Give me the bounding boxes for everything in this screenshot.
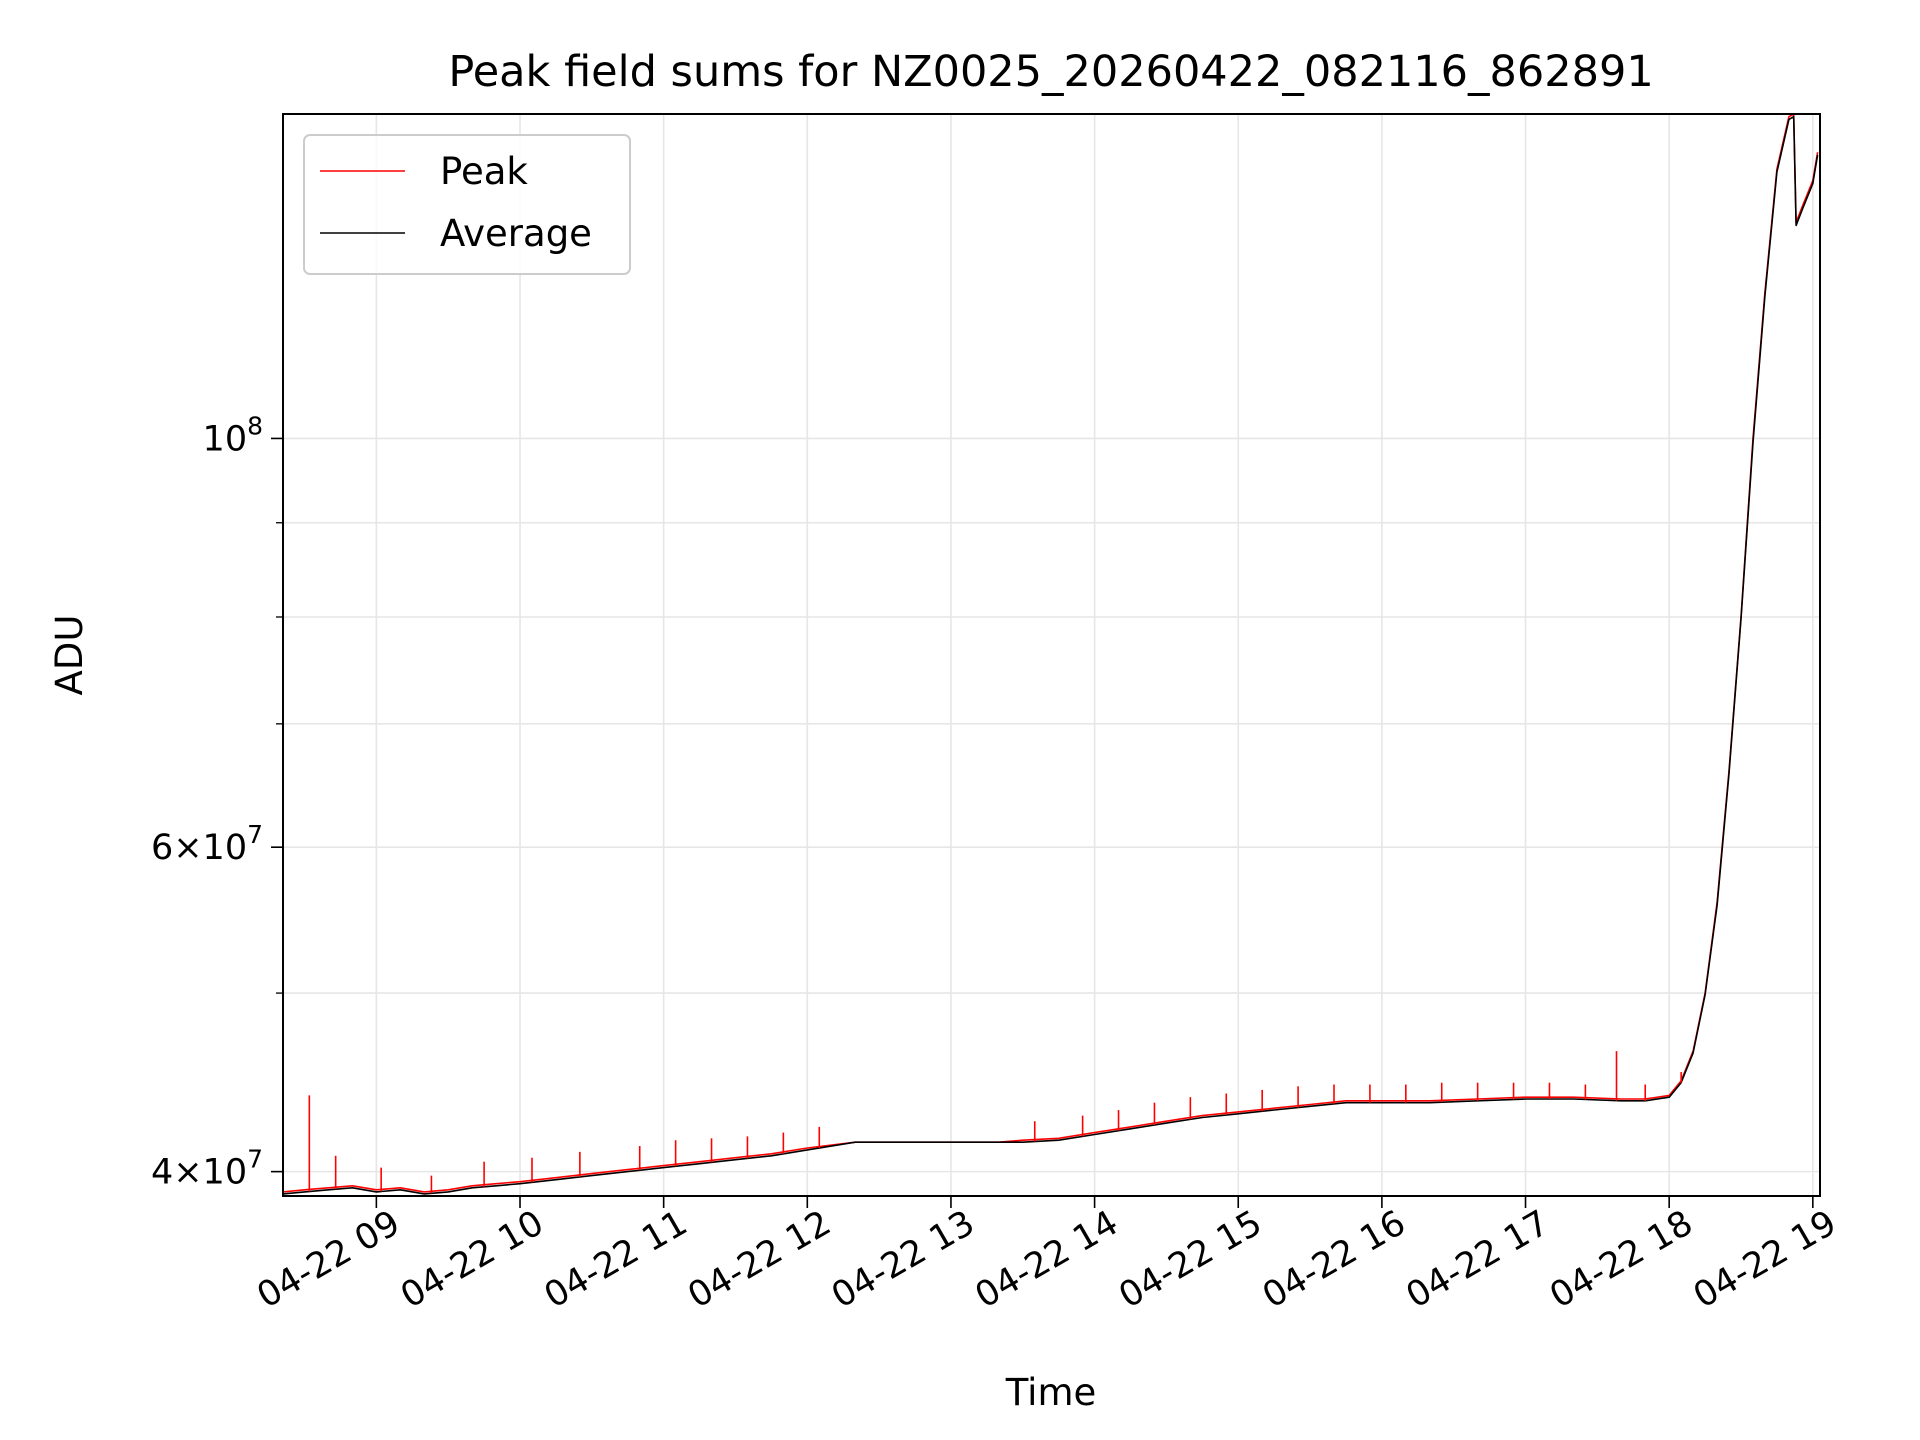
chart-title: Peak field sums for NZ0025_20260422_0821… — [448, 47, 1653, 97]
legend-box — [303, 134, 631, 275]
y-tick-label: 108 — [203, 411, 263, 459]
legend: Peak Average — [303, 134, 631, 275]
legend-label-peak: Peak — [440, 150, 528, 193]
grid — [283, 114, 1820, 1196]
plot-frame — [282, 113, 1821, 1197]
y-axis-label: ADU — [48, 615, 91, 696]
y-tick-label: 6×107 — [151, 820, 263, 868]
y-tick-label: 4×107 — [151, 1145, 263, 1193]
series-line-average — [282, 115, 1819, 1195]
legend-label-average: Average — [440, 212, 592, 255]
plot-series — [282, 113, 1819, 1195]
x-axis-label: Time — [1005, 1371, 1097, 1414]
